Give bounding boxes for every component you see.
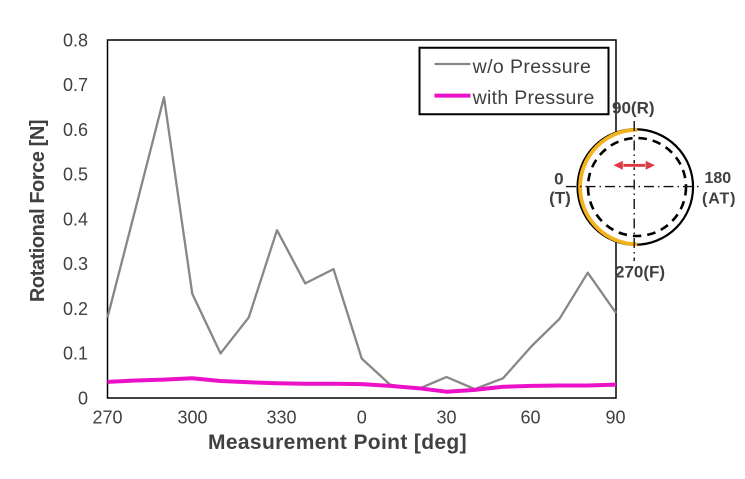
svg-text:90: 90	[605, 408, 625, 428]
svg-text:0.3: 0.3	[63, 254, 88, 274]
svg-text:30: 30	[436, 408, 456, 428]
svg-text:with Pressure: with Pressure	[472, 87, 595, 109]
svg-text:60: 60	[520, 408, 540, 428]
svg-text:w/o Pressure: w/o Pressure	[472, 56, 592, 78]
svg-text:180: 180	[705, 170, 732, 187]
svg-text:90(R): 90(R)	[612, 99, 655, 118]
svg-text:270(F): 270(F)	[615, 263, 665, 282]
svg-text:270: 270	[92, 408, 122, 428]
svg-text:0: 0	[554, 169, 563, 188]
svg-text:0: 0	[357, 408, 367, 428]
svg-text:0.2: 0.2	[63, 299, 88, 319]
svg-text:0: 0	[78, 388, 88, 408]
svg-text:300: 300	[177, 408, 207, 428]
svg-text:330: 330	[266, 408, 296, 428]
svg-text:0.6: 0.6	[63, 120, 88, 140]
svg-text:0.7: 0.7	[63, 75, 88, 95]
svg-text:0.4: 0.4	[63, 209, 88, 229]
svg-text:(AT): (AT)	[702, 190, 736, 207]
svg-text:Measurement Point [deg]: Measurement Point [deg]	[208, 431, 467, 454]
svg-text:Rotational Force [N]: Rotational Force [N]	[27, 120, 49, 302]
svg-text:0.8: 0.8	[63, 30, 88, 50]
svg-text:0.5: 0.5	[63, 165, 88, 185]
svg-text:(T): (T)	[549, 189, 571, 208]
svg-text:0.1: 0.1	[63, 344, 88, 364]
